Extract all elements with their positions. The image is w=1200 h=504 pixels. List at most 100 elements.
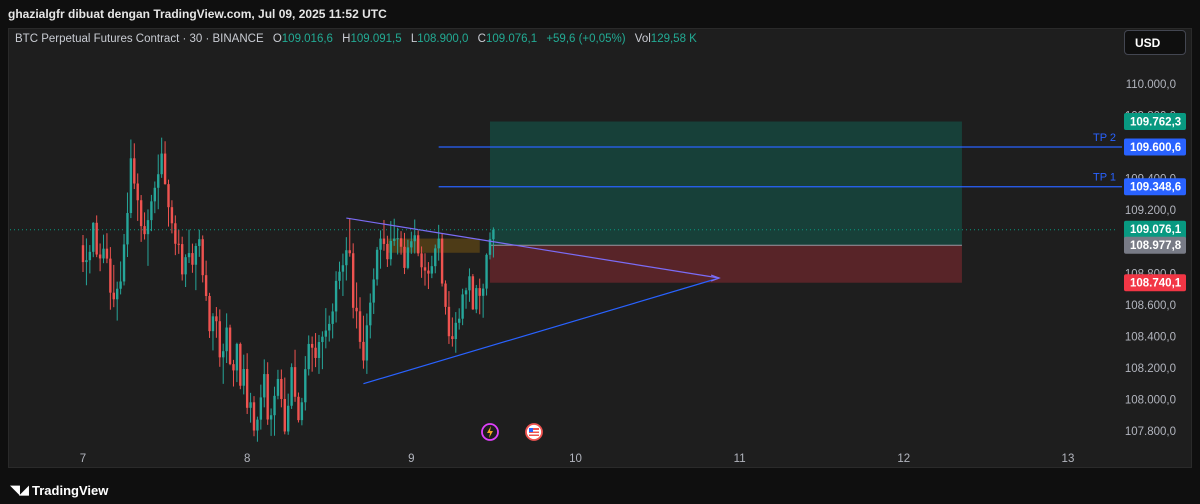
us-flag-stripe-white <box>529 430 539 432</box>
candle-body <box>160 153 163 175</box>
price-label-text: 109.762,3 <box>1130 116 1181 128</box>
candle-body <box>109 258 112 293</box>
candle-body <box>180 244 184 275</box>
high-value: 109.091,5 <box>350 33 402 45</box>
candle-body <box>208 295 211 332</box>
change-value: +59,6 (+0,05%) <box>546 33 626 45</box>
close-value: 109.076,1 <box>485 33 538 45</box>
currency-button[interactable]: USD <box>1124 30 1186 55</box>
symbol-legend: BTC Perpetual Futures Contract · 30 · BI… <box>15 33 697 45</box>
close-label: C <box>477 33 486 45</box>
us-flag-icon[interactable] <box>525 423 543 441</box>
candlestick-series <box>81 137 495 442</box>
candle-body <box>174 223 177 244</box>
candle-body <box>218 321 221 358</box>
price-axis-labels: 109.762,3109.600,6109.348,6109.076,107:3… <box>1124 112 1186 292</box>
triangle-arrow-head <box>710 274 721 282</box>
candle-body <box>150 201 153 221</box>
price-axis[interactable]: 110.000,0109.800,0109.400,0109.200,0108.… <box>1125 79 1176 438</box>
candle-body <box>293 367 297 397</box>
triangle-upper-edge[interactable] <box>346 217 720 279</box>
candle-body <box>396 238 399 240</box>
candle-body <box>163 153 167 185</box>
candle-body <box>122 244 126 282</box>
price-label-text: 108.977,8 <box>1130 240 1182 252</box>
time-axis[interactable]: 7 8 9 10 11 12 13 <box>80 453 1075 465</box>
take-profit-lines[interactable]: TP 2 TP 1 <box>438 132 1122 188</box>
candle-body <box>269 415 273 420</box>
bottom-bar <box>0 474 1200 504</box>
price-label-box <box>1124 274 1186 292</box>
price-label-box <box>1124 236 1186 254</box>
candle-body <box>157 174 160 188</box>
candle-body <box>256 419 259 431</box>
candle-body <box>324 330 328 337</box>
price-label-text: 109.600,6 <box>1130 142 1181 154</box>
candle-body <box>177 243 180 245</box>
stop-zone[interactable] <box>489 245 962 283</box>
price-tick-label: 108.000,0 <box>1125 394 1176 406</box>
candle-body <box>184 257 187 275</box>
tradingview-logo[interactable]: ◥◢ TradingView <box>10 482 108 498</box>
candle-body <box>341 265 345 272</box>
candle-body <box>389 240 392 260</box>
candle-body <box>194 245 198 265</box>
candle-body <box>153 187 157 202</box>
candle-body <box>492 229 495 240</box>
us-flag-stripe-white <box>529 433 539 435</box>
candle-body <box>454 322 457 340</box>
candle-body <box>451 336 454 340</box>
candle-body <box>126 213 129 245</box>
candle-body <box>187 253 191 258</box>
candle-body <box>225 327 228 352</box>
candle-body <box>410 241 413 248</box>
volume-label: Vol <box>634 33 651 45</box>
low-label: L <box>410 33 418 45</box>
candle-body <box>170 207 174 224</box>
candle-body <box>201 239 204 276</box>
candle-body <box>420 253 423 268</box>
chart-panel[interactable] <box>8 28 1192 468</box>
price-label-box <box>1124 138 1186 156</box>
candle-body <box>440 238 444 284</box>
time-tick-label: 10 <box>569 453 582 465</box>
candle-body <box>300 402 304 421</box>
candle-body <box>403 246 406 268</box>
symbol-title[interactable]: BTC Perpetual Futures Contract · 30 · BI… <box>15 33 264 45</box>
event-icons[interactable] <box>481 423 543 441</box>
attribution-text: ghazialgfr dibuat dengan TradingView.com… <box>8 7 387 21</box>
profit-zone[interactable] <box>489 121 962 246</box>
candle-body <box>95 222 98 255</box>
candle-body <box>478 288 481 296</box>
candle-body <box>310 343 314 348</box>
candle-body <box>143 226 146 235</box>
open-label: O <box>272 33 282 45</box>
candle-body <box>369 302 372 326</box>
triangle-lower-edge[interactable] <box>363 277 720 385</box>
tradingview-mark-icon: ◥◢ <box>10 482 29 497</box>
candle-body <box>297 396 300 421</box>
candle-body <box>215 316 218 322</box>
candle-body <box>98 254 102 259</box>
us-flag-stripes <box>529 428 539 436</box>
candle-body <box>249 402 252 408</box>
price-label-text: 108.740,1 <box>1130 278 1182 290</box>
candle-body <box>81 245 85 263</box>
time-tick-label: 12 <box>897 453 910 465</box>
position-tool[interactable] <box>387 121 962 283</box>
us-flag-canton <box>529 428 533 432</box>
candle-body <box>112 292 115 300</box>
candle-body <box>88 251 92 261</box>
time-tick-label: 9 <box>408 453 414 465</box>
candle-body <box>116 288 119 300</box>
time-tick-label: 11 <box>734 453 746 465</box>
candle-body <box>222 351 225 358</box>
lightning-icon[interactable] <box>481 423 499 441</box>
candle-body <box>382 238 386 244</box>
candle-body <box>423 267 427 271</box>
triangle-drawing[interactable] <box>346 217 721 385</box>
candle-body <box>191 253 194 265</box>
price-tick-label: 108.200,0 <box>1125 363 1176 375</box>
tradingview-logo-text: TradingView <box>32 482 109 498</box>
